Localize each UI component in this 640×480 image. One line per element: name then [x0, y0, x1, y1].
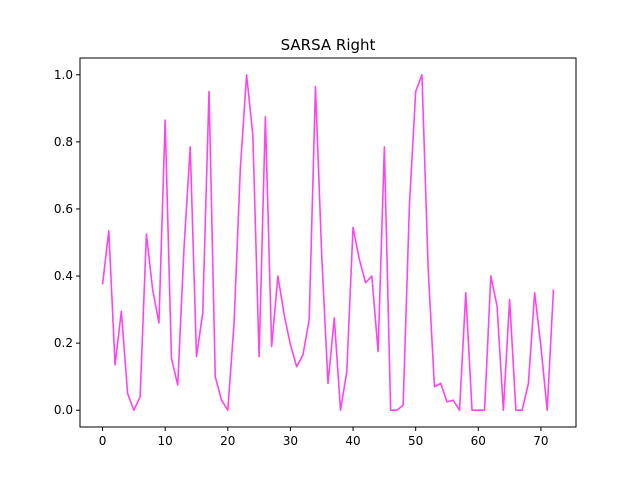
- x-tick-label: 60: [471, 434, 486, 448]
- x-tick-label: 70: [533, 434, 548, 448]
- y-tick-label: 0.0: [54, 403, 73, 417]
- x-tick-label: 30: [283, 434, 298, 448]
- y-tick-label: 0.8: [54, 135, 73, 149]
- x-tick-label: 0: [99, 434, 107, 448]
- x-tick-label: 20: [220, 434, 235, 448]
- x-tick-label: 50: [408, 434, 423, 448]
- chart-title: SARSA Right: [281, 36, 376, 54]
- y-tick-label: 0.2: [54, 336, 73, 350]
- x-tick-label: 10: [158, 434, 173, 448]
- y-axis: 0.0 0.2 0.4 0.6 0.8 1.0: [54, 68, 80, 417]
- y-tick-label: 0.6: [54, 202, 73, 216]
- axes-frame: [79, 57, 577, 428]
- y-tick-label: 1.0: [54, 68, 73, 82]
- plot-area: [101, 73, 555, 412]
- x-tick-label: 40: [345, 434, 360, 448]
- x-axis: 0 10 20 30 40 50 60 70: [99, 427, 549, 448]
- y-tick-label: 0.4: [54, 269, 73, 283]
- series-line-0: [101, 73, 555, 412]
